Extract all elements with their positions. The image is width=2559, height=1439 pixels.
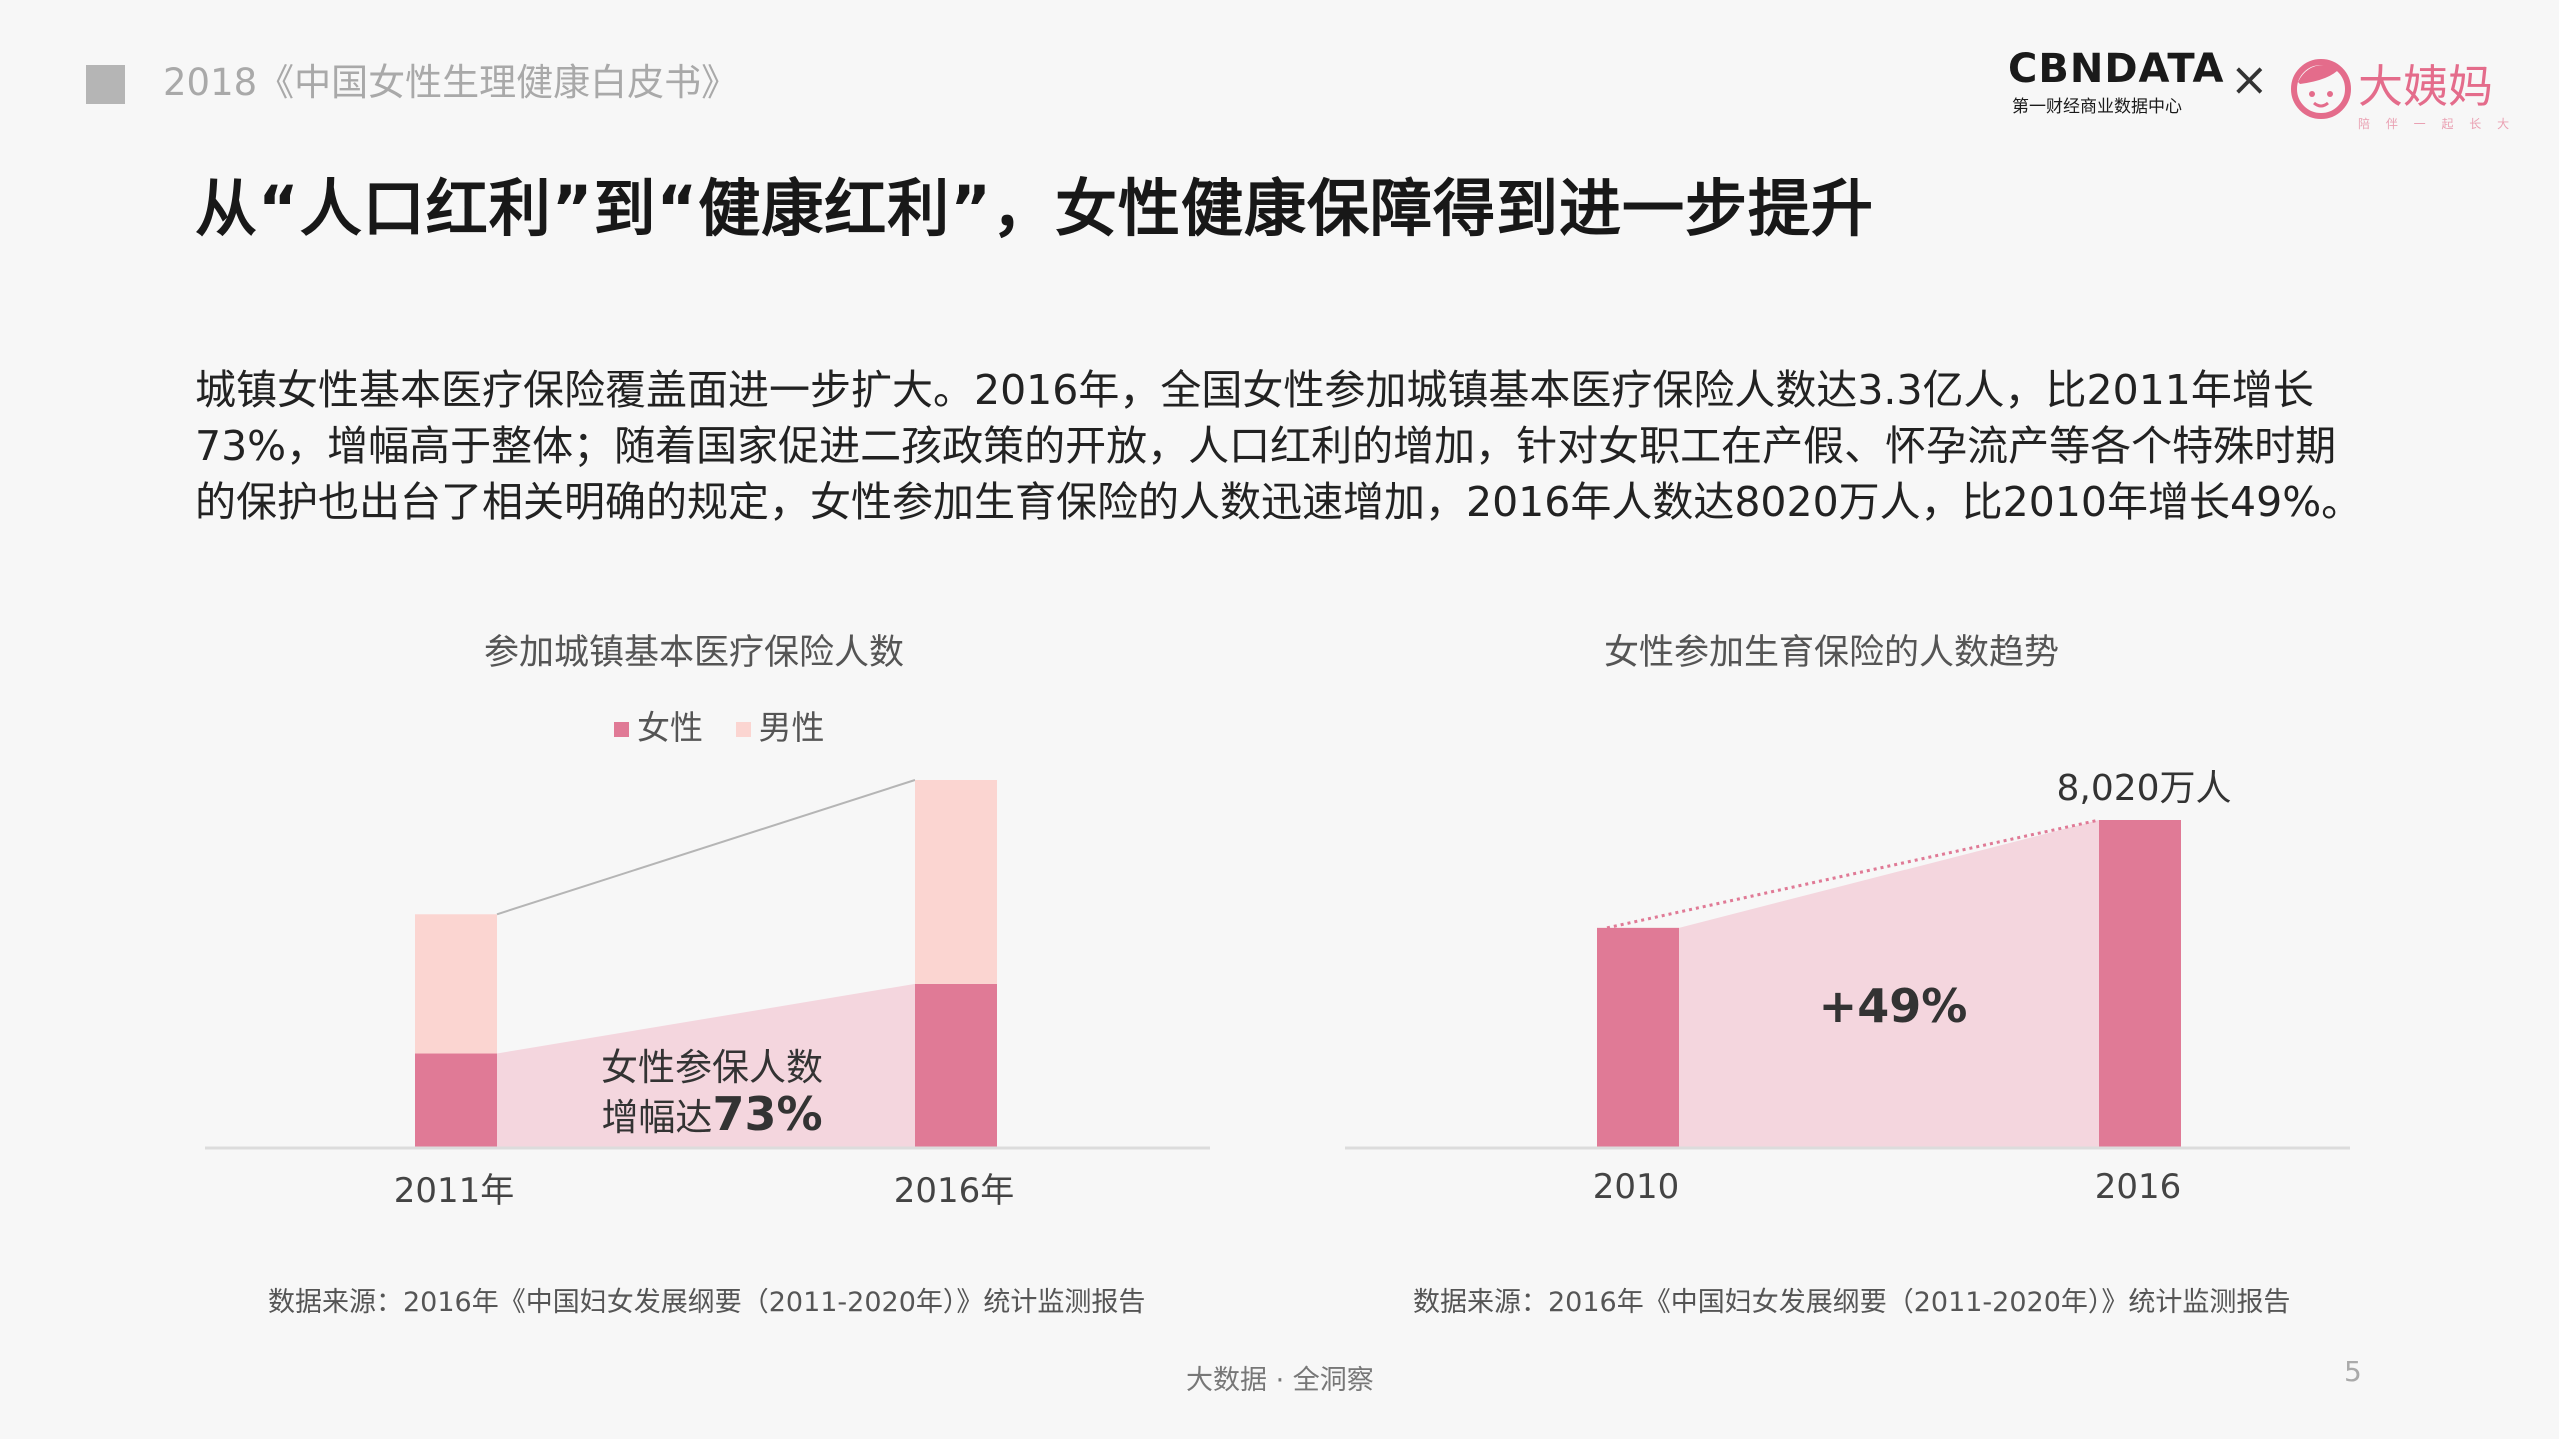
chart1-annotation-line2: 增幅达73% xyxy=(601,1087,822,1141)
chart1-title: 参加城镇基本医疗保险人数 xyxy=(484,633,905,673)
chart1-stacked-bar: 2011年 2016年 女性参保人数 增幅达73% xyxy=(205,779,1210,1211)
chart1-bar-male-2011 xyxy=(415,914,497,1054)
chart2-bar: 2010 2016 8,020万人 +49% xyxy=(1345,768,2350,1207)
dayima-logo-subtitle: 陪 伴 一 起 长 大 xyxy=(2358,117,2516,131)
dayima-logo xyxy=(2290,54,2352,124)
page-number: 5 xyxy=(2344,1355,2362,1388)
dayima-face-icon xyxy=(2291,59,2351,119)
chart1-female-growth-band xyxy=(497,983,915,1148)
logo-times-icon: × xyxy=(2230,52,2269,106)
chart1-xtick-2016: 2016年 xyxy=(894,1171,1015,1211)
legend-swatch-female xyxy=(614,722,629,737)
chart1-annotation-line1: 女性参保人数 xyxy=(601,1046,823,1089)
chart2-source-note: 数据来源：2016年《中国妇女发展纲要（2011-2020年）》统计监测报告 xyxy=(1413,1287,2291,1318)
chart2-value-label-2016: 8,020万人 xyxy=(2056,768,2231,809)
legend-item-male: 男性 xyxy=(735,708,825,747)
chart1-bar-male-2016 xyxy=(915,780,997,984)
report-title: 2018《中国女性生理健康白皮书》 xyxy=(163,61,739,104)
header-square-icon xyxy=(86,65,125,104)
body-paragraph: 城镇女性基本医疗保险覆盖面进一步扩大。2016年，全国女性参加城镇基本医疗保险人… xyxy=(195,366,2363,526)
chart1-source-note: 数据来源：2016年《中国妇女发展纲要（2011-2020年）》统计监测报告 xyxy=(268,1287,1146,1318)
chart2-bar-2016 xyxy=(2099,820,2181,1148)
cbndata-logo: CBNDATA 第一财经商业数据中心 xyxy=(2008,46,2225,117)
chart1-xtick-2011: 2011年 xyxy=(394,1171,515,1211)
chart1-bar-female-2011 xyxy=(415,1053,497,1148)
chart1-legend: 女性 男性 xyxy=(614,701,847,749)
legend-label-male: 男性 xyxy=(758,708,825,747)
slide-headline: 从“人口红利”到“健康红利”，女性健康保障得到进一步提升 xyxy=(195,172,1874,245)
chart2-xtick-2016: 2016 xyxy=(2095,1167,2182,1207)
chart1-bar-female-2016 xyxy=(915,983,997,1148)
chart2-growth-band xyxy=(1679,820,2099,1148)
chart1-annotation-value: 73% xyxy=(712,1087,822,1141)
chart2-xtick-2010: 2010 xyxy=(1593,1167,1680,1207)
legend-swatch-male xyxy=(735,722,751,737)
dayima-wordmark: 大姨妈 陪 伴 一 起 长 大 xyxy=(2358,50,2515,132)
chart2-growth-label: +49% xyxy=(1819,979,1968,1033)
chart1-total-connector-line xyxy=(496,779,916,916)
footer-tagline: 大数据 · 全洞察 xyxy=(1186,1365,1374,1396)
chart1-annotation-prefix: 增幅达 xyxy=(601,1096,712,1139)
legend-item-female: 女性 xyxy=(614,708,703,747)
cbndata-logo-subtitle: 第一财经商业数据中心 xyxy=(2012,97,2182,117)
chart2-bar-2010 xyxy=(1597,927,1679,1148)
chart2-title: 女性参加生育保险的人数趋势 xyxy=(1604,633,2060,673)
dayima-logo-text: 大姨妈 xyxy=(2358,60,2494,113)
legend-label-female: 女性 xyxy=(637,708,703,747)
cbndata-logo-text: CBNDATA xyxy=(2008,46,2225,92)
